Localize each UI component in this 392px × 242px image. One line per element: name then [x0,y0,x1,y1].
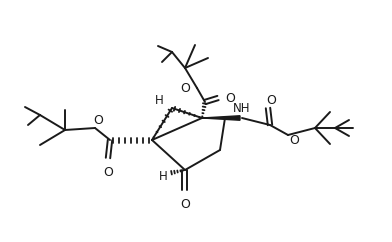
Text: O: O [180,82,190,94]
Text: O: O [103,166,113,179]
Text: O: O [266,93,276,106]
Text: NH: NH [233,103,251,115]
Text: H: H [154,94,163,107]
Text: O: O [289,134,299,146]
Polygon shape [202,116,240,120]
Text: H: H [159,169,167,182]
Text: O: O [93,113,103,127]
Text: O: O [180,198,190,211]
Text: O: O [225,91,235,105]
